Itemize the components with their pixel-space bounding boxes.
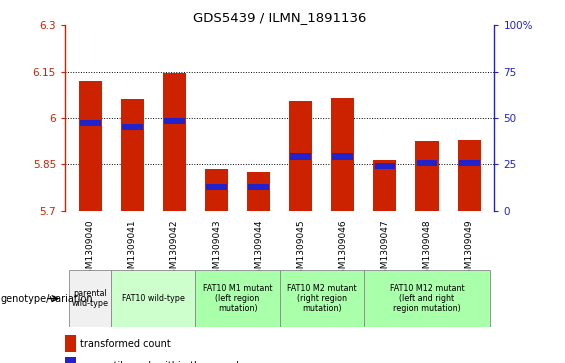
Bar [248, 184, 269, 191]
Text: GSM1309044: GSM1309044 [254, 220, 263, 280]
Bar [416, 160, 437, 166]
Bar [375, 163, 396, 169]
Text: GSM1309040: GSM1309040 [86, 220, 95, 280]
Bar [290, 154, 311, 160]
Text: GSM1309045: GSM1309045 [296, 220, 305, 280]
Text: FAT10 M12 mutant
(left and right
region mutation): FAT10 M12 mutant (left and right region … [390, 284, 464, 314]
Bar [111, 270, 195, 327]
Text: GSM1309047: GSM1309047 [380, 220, 389, 280]
Text: parental
wild-type: parental wild-type [72, 289, 108, 308]
Bar [459, 160, 480, 166]
Bar [195, 270, 280, 327]
Title: GDS5439 / ILMN_1891136: GDS5439 / ILMN_1891136 [193, 11, 366, 24]
Bar [458, 139, 481, 211]
Text: FAT10 M1 mutant
(left region
mutation): FAT10 M1 mutant (left region mutation) [203, 284, 272, 314]
Bar [163, 73, 186, 211]
Bar [247, 172, 270, 211]
Text: FAT10 M2 mutant
(right region
mutation): FAT10 M2 mutant (right region mutation) [287, 284, 357, 314]
Bar [280, 270, 364, 327]
Bar [122, 124, 143, 130]
Bar [121, 99, 144, 211]
Bar [415, 141, 438, 211]
Bar [164, 118, 185, 124]
Text: FAT10 wild-type: FAT10 wild-type [122, 294, 185, 303]
Text: GSM1309042: GSM1309042 [170, 220, 179, 280]
Bar [364, 270, 490, 327]
Bar [65, 335, 76, 351]
Text: GSM1309046: GSM1309046 [338, 220, 347, 280]
Text: GSM1309048: GSM1309048 [423, 220, 432, 280]
Bar [331, 98, 354, 211]
Bar [373, 160, 397, 211]
Text: genotype/variation: genotype/variation [1, 294, 93, 303]
Bar [289, 101, 312, 211]
Bar [80, 119, 101, 126]
Bar [332, 154, 353, 160]
Bar [65, 357, 76, 363]
Text: transformed count: transformed count [80, 339, 171, 348]
Text: GSM1309049: GSM1309049 [464, 220, 473, 280]
Bar [205, 169, 228, 211]
Bar [206, 184, 227, 191]
Bar [69, 270, 111, 327]
Bar [79, 81, 102, 211]
Text: GSM1309043: GSM1309043 [212, 220, 221, 280]
Text: percentile rank within the sample: percentile rank within the sample [80, 361, 245, 363]
Text: GSM1309041: GSM1309041 [128, 220, 137, 280]
